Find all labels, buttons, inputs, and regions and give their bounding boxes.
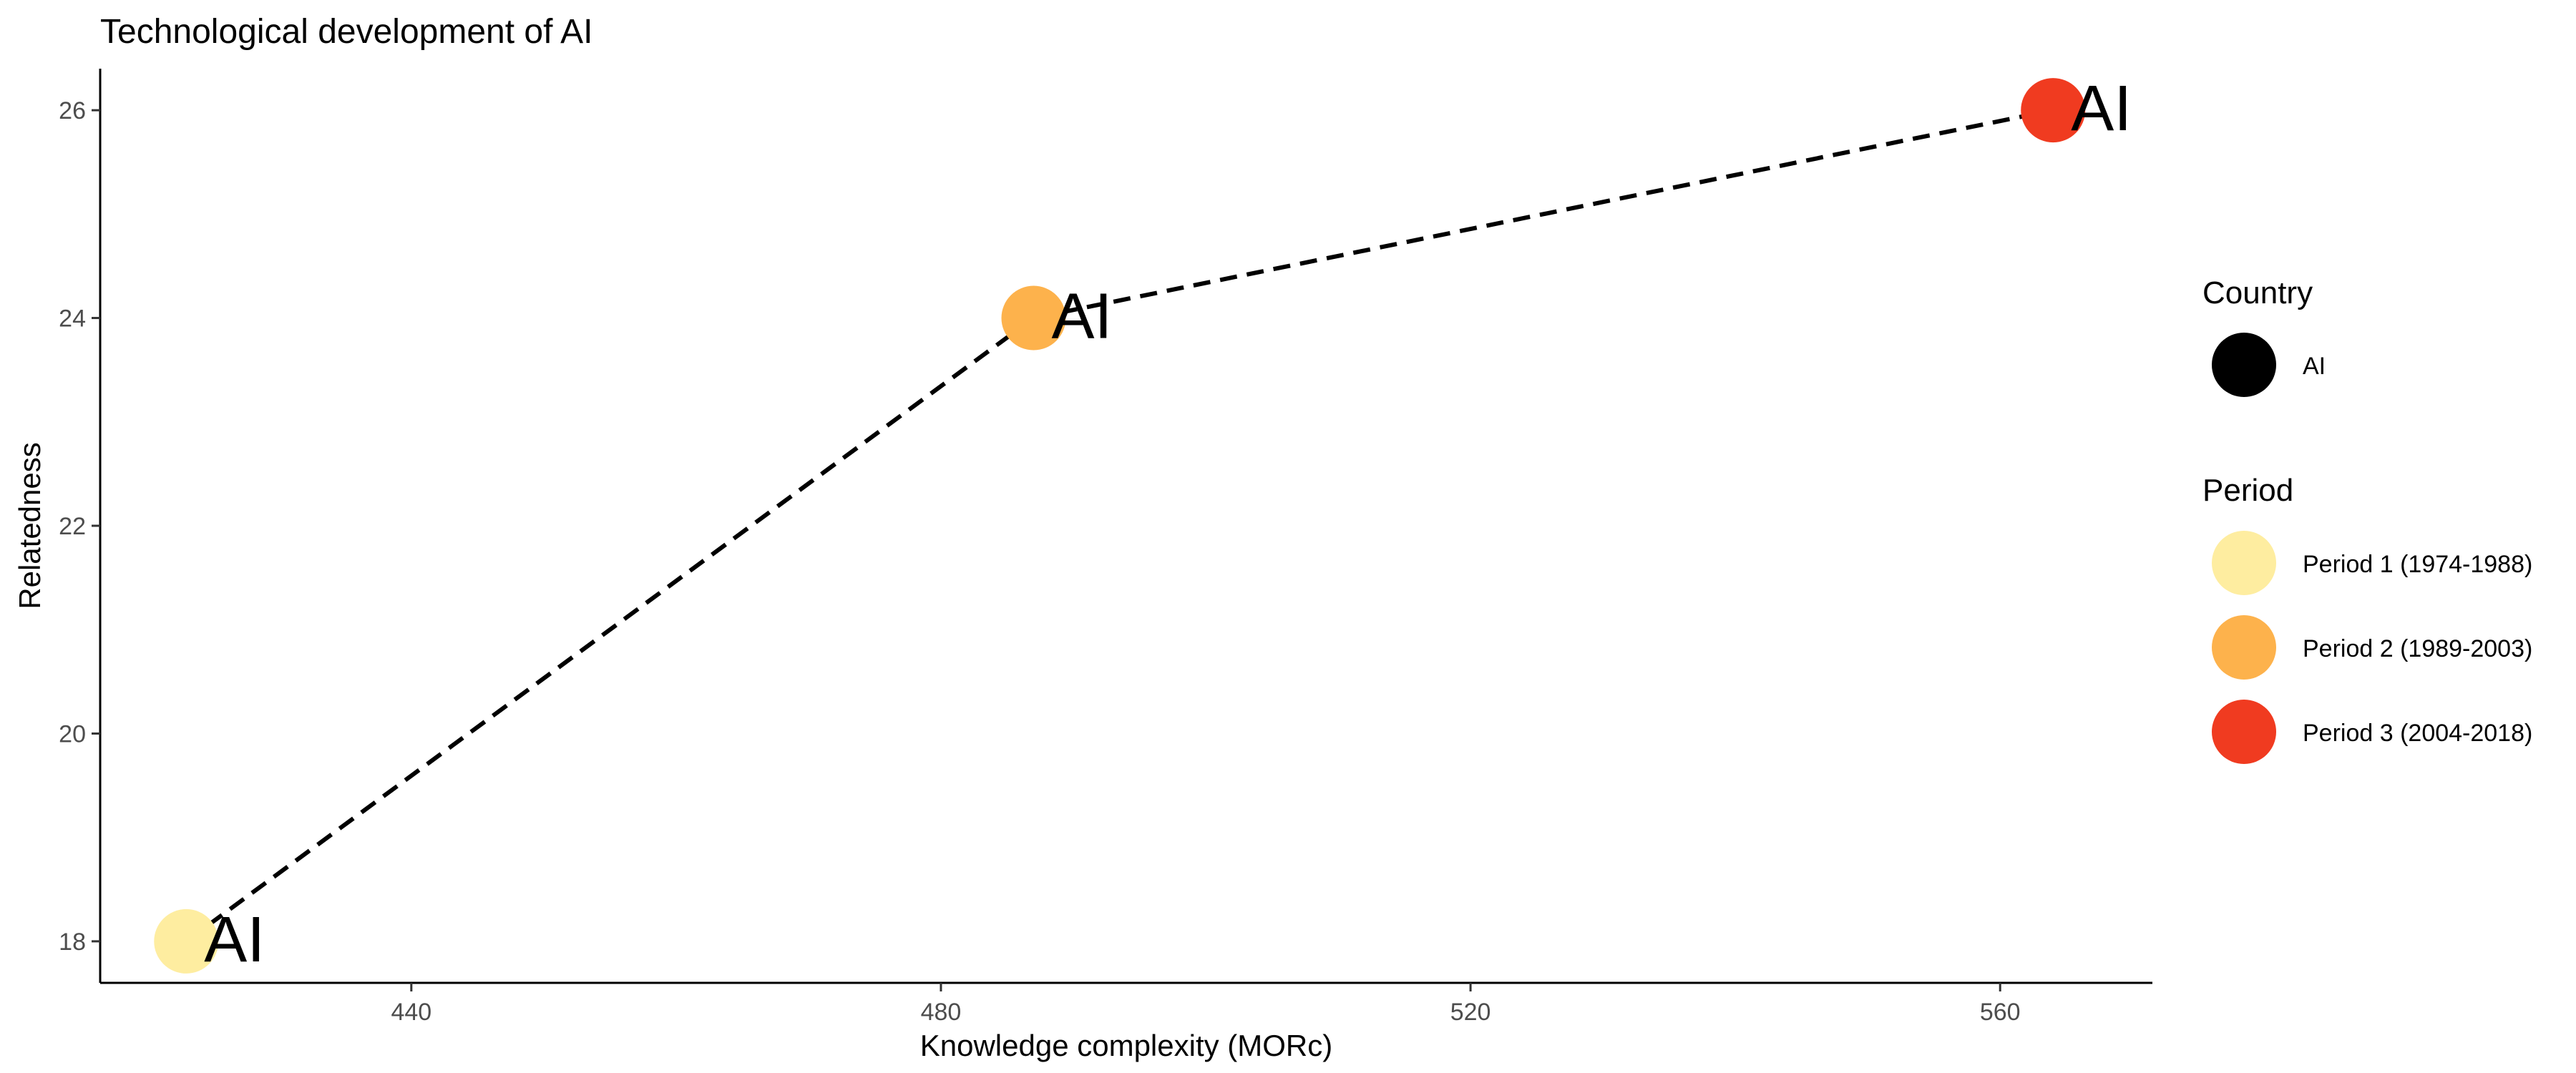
x-axis-label: Knowledge complexity (MORc) xyxy=(920,1029,1333,1062)
point-labels: AI AI AI xyxy=(204,73,2132,976)
data-point xyxy=(2021,78,2086,143)
y-ticks: 18 20 22 24 26 xyxy=(59,97,100,956)
legend-swatch-period xyxy=(2212,615,2276,680)
y-tick-label: 26 xyxy=(59,97,86,124)
y-axis-label: Relatedness xyxy=(13,442,47,609)
legend-label-period: Period 2 (1989-2003) xyxy=(2303,635,2532,662)
x-ticks: 440 480 520 560 xyxy=(391,983,2021,1026)
point-label: AI xyxy=(204,904,265,976)
trajectory-path xyxy=(185,107,2054,944)
legend-label-period: Period 1 (1974-1988) xyxy=(2303,551,2532,578)
legend-swatch-period xyxy=(2212,700,2276,764)
path-segment xyxy=(1033,107,2054,320)
data-points xyxy=(154,78,2086,974)
plot-area: 440 480 520 560 18 20 22 24 26 AI AI AI xyxy=(59,69,2152,1026)
x-tick-label: 480 xyxy=(921,999,962,1026)
legend-swatch-period xyxy=(2212,531,2276,595)
legend-label-country: AI xyxy=(2303,353,2326,380)
point-label: AI xyxy=(1051,281,1112,353)
legend-title-country: Country xyxy=(2202,275,2313,310)
x-tick-label: 560 xyxy=(1980,999,2021,1026)
y-tick-label: 18 xyxy=(59,929,86,956)
x-tick-label: 520 xyxy=(1450,999,1491,1026)
data-point xyxy=(1001,285,1066,351)
y-tick-label: 24 xyxy=(59,305,86,333)
chart-title: Technological development of AI xyxy=(100,13,592,51)
x-tick-label: 440 xyxy=(391,999,431,1026)
y-tick-label: 22 xyxy=(59,513,86,540)
y-tick-label: 20 xyxy=(59,720,86,748)
data-point xyxy=(154,908,219,974)
point-label: AI xyxy=(2071,73,2132,144)
legend-swatch-country xyxy=(2212,333,2276,397)
path-segment xyxy=(185,316,1035,944)
legend: Country AI Period Period 1 (1974-1988) Perio… xyxy=(2202,275,2532,764)
legend-label-period: Period 3 (2004-2018) xyxy=(2303,720,2532,747)
legend-title-period: Period xyxy=(2202,473,2293,508)
